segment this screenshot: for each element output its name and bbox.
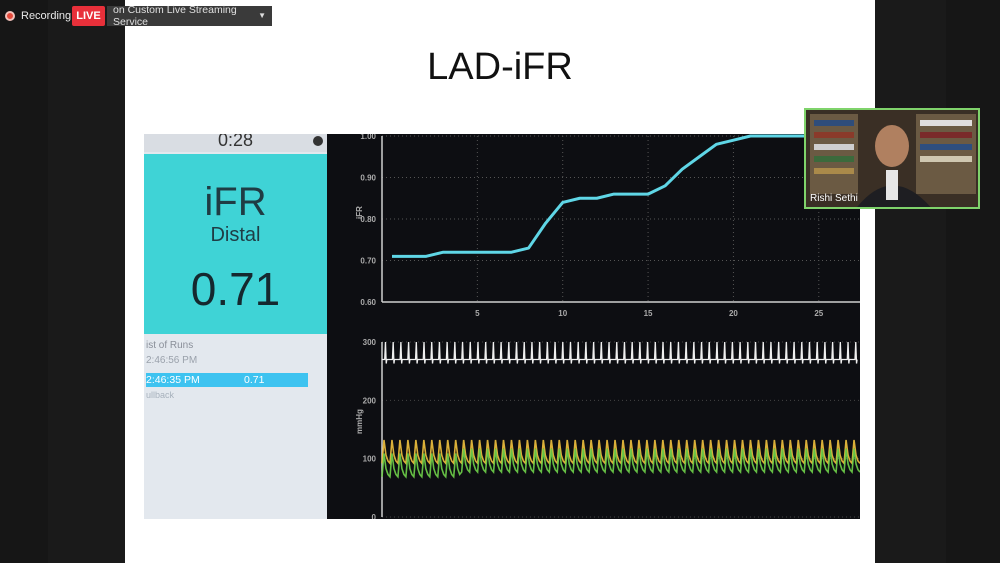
x-tick-label: 10 (558, 309, 567, 318)
pressure-y-tick-label: 200 (363, 396, 377, 405)
run-time: 2:46:35 PM (146, 374, 200, 386)
ifr-location: Distal (210, 224, 261, 246)
participant-video-scene (806, 110, 978, 207)
caret-down-icon: ▼ (258, 11, 266, 20)
ifr-value: 0.71 (190, 263, 281, 315)
ifr-label: iFR (204, 180, 267, 224)
record-icon (5, 11, 15, 21)
y-tick-label: 1.00 (360, 134, 376, 141)
ifr-series-line (392, 134, 860, 258)
run-row-selected: 2:46:35 PM 0.71 (146, 373, 308, 387)
participant-name: Rishi Sethi (810, 193, 858, 204)
x-tick-label: 25 (814, 309, 823, 318)
distal-pressure-line (381, 448, 860, 479)
pressure-y-axis-label: mmHg (355, 409, 364, 434)
live-badge[interactable]: LIVE (72, 6, 105, 26)
run-row: 2:46:56 PM (146, 355, 198, 366)
recording-indicator[interactable]: Recording (5, 6, 71, 26)
timer-dot-icon (313, 136, 323, 146)
pressure-y-tick-label: 300 (363, 338, 377, 347)
run-value: 0.71 (244, 374, 265, 386)
x-tick-label: 5 (475, 309, 480, 318)
y-tick-label: 0.80 (360, 215, 376, 224)
timer-readout: 0:28 (144, 134, 327, 152)
live-stream-service-dropdown[interactable]: on Custom Live Streaming Service ▼ (107, 4, 272, 28)
pressure-y-tick-label: 100 (363, 455, 377, 464)
ecg-trace (382, 341, 858, 364)
ifr-value-box: iFR Distal 0.71 (144, 154, 327, 334)
x-tick-label: 15 (644, 309, 653, 318)
participant-video[interactable]: Rishi Sethi (804, 108, 980, 209)
ifr-monitor-charts: 0.60 0.70 0.80 0.90 1.00 5 10 15 20 25 iFR 0 100 200 3… (327, 134, 860, 519)
left-black-bar (0, 0, 48, 563)
slide-title: LAD-iFR (427, 46, 573, 88)
x-tick-label: 20 (729, 309, 738, 318)
y-tick-label: 0.70 (360, 257, 376, 266)
recording-label: Recording (21, 10, 72, 22)
y-tick-label: 0.60 (360, 298, 376, 307)
pressure-y-tick-label: 0 (372, 513, 377, 519)
ifr-side-panel: 0:28 iFR Distal 0.71 ist of Runs 2:46:56… (144, 134, 327, 519)
right-black-bar (946, 0, 1000, 563)
run-row: ullback (146, 390, 175, 400)
runs-list-title: ist of Runs (146, 340, 194, 351)
ifr-monitor-photo: 0:28 iFR Distal 0.71 ist of Runs 2:46:56… (144, 134, 860, 519)
y-tick-label: 0.90 (360, 174, 376, 183)
timer-text: 0:28 (217, 134, 254, 150)
y-axis-label: iFR (355, 206, 364, 219)
stream-service-label: on Custom Live Streaming Service (113, 4, 237, 28)
